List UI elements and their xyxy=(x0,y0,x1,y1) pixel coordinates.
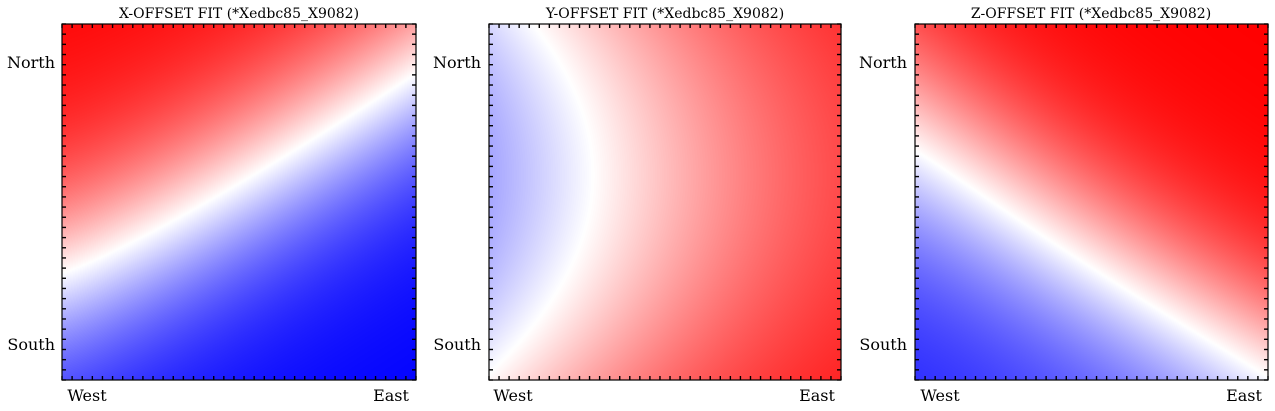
x-tick-label-east: East xyxy=(373,386,409,405)
heatmap-y-offset xyxy=(489,24,841,380)
ticks-z-offset xyxy=(914,23,1269,381)
plot-frame xyxy=(914,23,1269,381)
x-tick-label-west: West xyxy=(67,386,107,405)
x-tick-label-west: West xyxy=(493,386,533,405)
panel-x-offset: X-OFFSET FIT (*Xedbc85_X9082) North Sout… xyxy=(7,6,417,405)
panel-title: Z-OFFSET FIT (*Xedbc85_X9082) xyxy=(971,6,1211,22)
panel-title: X-OFFSET FIT (*Xedbc85_X9082) xyxy=(119,6,359,22)
plot-frame xyxy=(61,23,417,381)
panel-title: Y-OFFSET FIT (*Xedbc85_X9082) xyxy=(545,6,784,22)
heatmap-z-offset xyxy=(915,24,1268,380)
x-tick-label-west: West xyxy=(920,386,960,405)
panel-z-offset: Z-OFFSET FIT (*Xedbc85_X9082) North Sout… xyxy=(859,6,1269,405)
plot-frame xyxy=(488,23,842,381)
x-tick-label-east: East xyxy=(799,386,835,405)
heatmap-x-offset xyxy=(62,24,416,380)
y-tick-label-south: South xyxy=(7,335,55,354)
y-tick-label-north: North xyxy=(433,53,481,72)
y-tick-label-south: South xyxy=(433,335,481,354)
panel-y-offset: Y-OFFSET FIT (*Xedbc85_X9082) North Sout… xyxy=(433,6,842,405)
y-tick-label-north: North xyxy=(859,53,907,72)
x-tick-label-east: East xyxy=(1226,386,1262,405)
y-tick-label-south: South xyxy=(859,335,907,354)
y-tick-label-north: North xyxy=(7,53,55,72)
